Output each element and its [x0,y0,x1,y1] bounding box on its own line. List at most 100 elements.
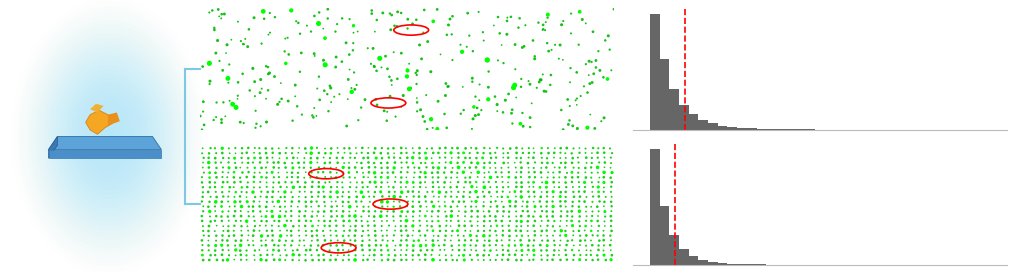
Point [564,248,581,252]
Point [393,146,410,150]
Point [304,180,321,184]
Point [214,243,230,247]
Point [409,82,425,86]
Point [546,239,562,243]
Point [578,258,594,262]
Point [226,195,243,199]
Point [213,16,229,20]
Point [579,248,595,252]
Point [201,10,217,15]
Point [336,229,352,233]
Point [442,219,459,223]
Point [436,112,453,116]
Point [233,185,250,189]
Point [424,200,440,204]
Point [233,146,250,150]
Point [323,100,339,104]
Point [559,171,575,175]
Point [211,59,227,63]
Point [412,156,428,160]
Point [406,185,422,189]
Point [520,79,537,83]
Point [258,214,274,219]
Point [534,146,550,150]
Point [309,156,326,160]
Point [384,83,400,87]
Point [488,155,505,160]
Point [214,68,230,73]
Point [292,185,308,189]
Point [252,204,268,209]
Point [429,127,445,131]
Point [258,185,274,189]
Point [391,200,408,204]
Point [412,219,428,223]
Point [210,7,226,12]
Point [239,175,255,179]
Point [240,180,256,185]
Point [321,109,337,113]
Point [440,23,457,27]
Point [412,146,428,150]
Point [603,229,620,233]
Point [324,204,340,209]
Point [474,156,490,160]
Point [539,165,555,170]
Point [335,234,351,238]
Point [316,204,333,208]
Point [218,51,234,55]
Point [317,63,334,67]
Point [373,248,389,253]
Point [412,258,428,262]
Point [557,199,573,204]
Point [419,146,435,151]
Point [453,43,469,47]
Point [513,243,529,247]
Point [201,243,217,248]
Point [387,160,403,165]
Point [545,233,561,238]
Point [450,146,466,150]
Point [330,146,346,150]
Point [291,209,307,213]
Point [417,171,433,175]
Point [299,23,315,28]
Point [457,238,473,243]
Point [526,253,543,257]
Point [258,175,274,180]
Point [310,204,327,208]
Point [596,175,612,179]
Point [201,224,217,228]
Point [291,214,307,218]
Point [398,204,415,208]
Point [303,190,319,194]
Point [270,199,287,204]
Point [578,146,594,151]
Point [276,195,293,199]
Point [592,68,608,73]
Point [271,258,288,262]
Point [397,224,414,228]
Point [246,16,262,20]
Point [462,151,478,155]
Point [520,165,537,170]
Point [359,228,376,233]
Point [457,243,473,247]
Point [565,190,582,194]
Point [590,248,606,252]
Point [374,224,390,228]
Point [285,166,301,170]
Point [208,214,224,218]
Point [296,214,312,218]
Point [397,185,414,189]
Point [232,248,249,253]
Point [253,189,269,194]
Point [380,170,396,175]
Point [264,214,281,219]
Point [393,170,410,174]
Point [577,180,593,185]
Point [541,151,557,155]
Point [468,204,484,209]
Point [495,146,511,151]
Point [418,156,434,160]
